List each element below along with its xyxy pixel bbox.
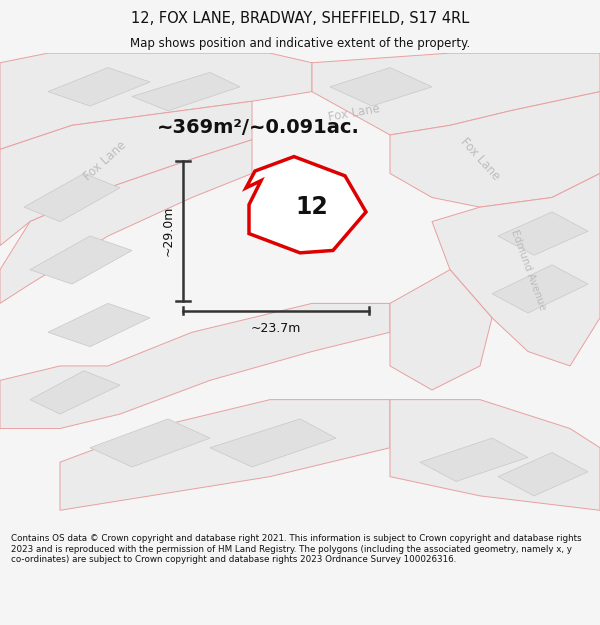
Text: Contains OS data © Crown copyright and database right 2021. This information is : Contains OS data © Crown copyright and d… <box>11 534 581 564</box>
Polygon shape <box>312 53 600 135</box>
Polygon shape <box>48 303 150 347</box>
Text: Fox Lane: Fox Lane <box>327 102 381 124</box>
Polygon shape <box>246 157 366 253</box>
Text: ~369m²/~0.091ac.: ~369m²/~0.091ac. <box>157 118 359 138</box>
Text: 12: 12 <box>296 195 328 219</box>
Text: Fox Lane: Fox Lane <box>81 139 129 184</box>
Polygon shape <box>60 399 390 510</box>
Polygon shape <box>0 101 252 246</box>
Polygon shape <box>330 68 432 106</box>
Polygon shape <box>492 265 588 313</box>
Text: Fox Lane: Fox Lane <box>458 135 502 182</box>
Text: Edmund Avenue: Edmund Avenue <box>509 228 547 311</box>
Polygon shape <box>432 173 600 366</box>
Polygon shape <box>210 419 336 467</box>
Polygon shape <box>390 399 600 510</box>
Polygon shape <box>90 419 210 467</box>
Polygon shape <box>498 212 588 255</box>
Polygon shape <box>48 68 150 106</box>
Polygon shape <box>0 53 312 149</box>
Polygon shape <box>390 92 600 207</box>
Polygon shape <box>0 140 252 303</box>
Polygon shape <box>0 303 390 429</box>
Polygon shape <box>30 236 132 284</box>
Text: 12, FOX LANE, BRADWAY, SHEFFIELD, S17 4RL: 12, FOX LANE, BRADWAY, SHEFFIELD, S17 4R… <box>131 11 469 26</box>
Polygon shape <box>390 270 492 390</box>
Text: ~23.7m: ~23.7m <box>251 322 301 336</box>
Text: ~29.0m: ~29.0m <box>161 206 175 256</box>
Polygon shape <box>132 72 240 111</box>
Text: Map shows position and indicative extent of the property.: Map shows position and indicative extent… <box>130 38 470 50</box>
Polygon shape <box>24 173 120 221</box>
Polygon shape <box>30 371 120 414</box>
Polygon shape <box>498 452 588 496</box>
Polygon shape <box>420 438 528 481</box>
